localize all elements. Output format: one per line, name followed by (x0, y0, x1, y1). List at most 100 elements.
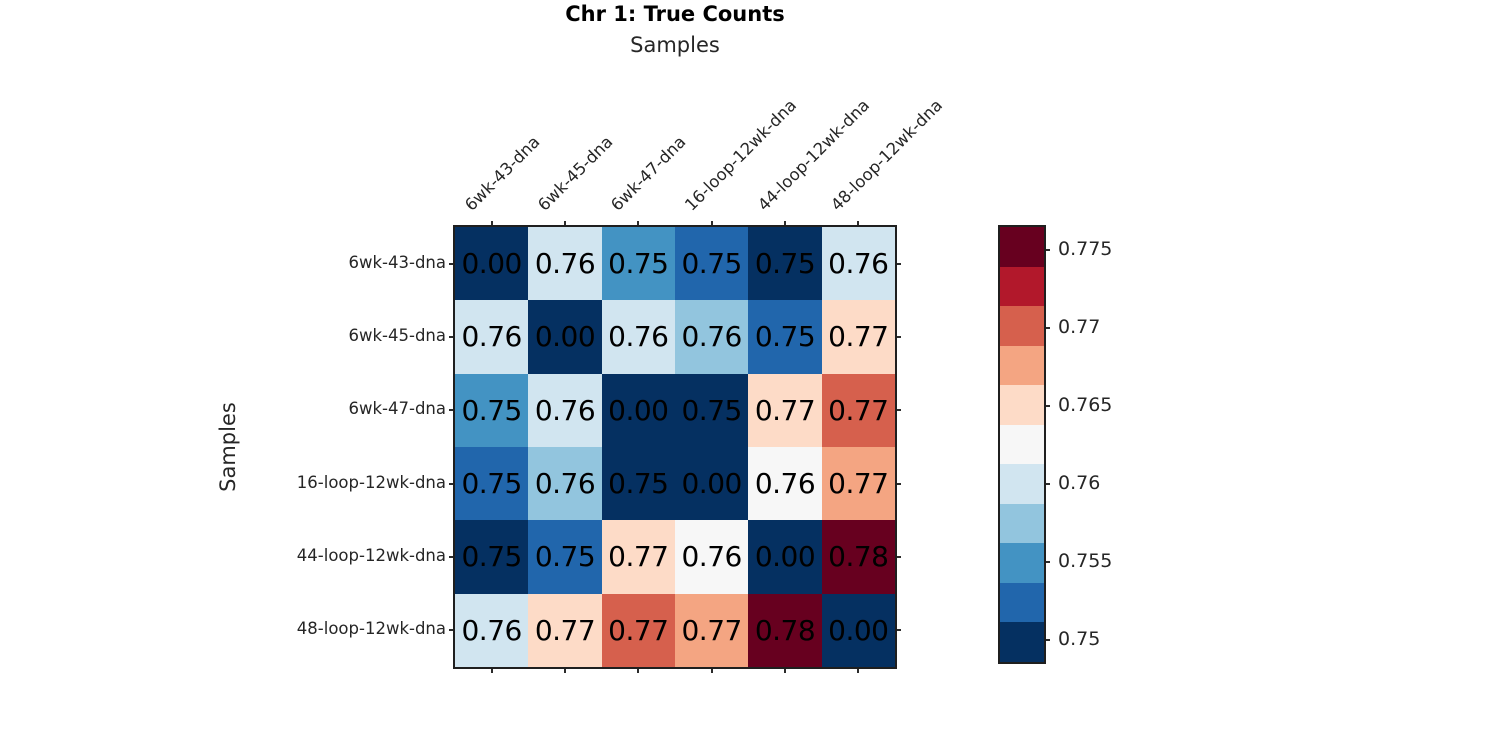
cell-value: 0.76 (534, 467, 596, 501)
heatmap-cell: 0.77 (601, 520, 675, 594)
colorbar-band (1000, 582, 1044, 623)
axis-tick (857, 221, 860, 225)
cell-value: 0.75 (681, 393, 742, 427)
heatmap-cell: 0.00 (821, 593, 895, 667)
axis-tick (637, 669, 640, 673)
row-label: 6wk-45-dna (348, 326, 447, 345)
axis-tick (449, 556, 453, 558)
cell-value: 0.75 (754, 247, 816, 281)
axis-tick (897, 409, 901, 412)
cell-value: 0.00 (608, 393, 669, 427)
cell-value: 0.77 (608, 540, 669, 574)
heatmap-cell: 0.75 (601, 447, 675, 521)
axis-tick (449, 336, 453, 338)
heatmap-cell: 0.75 (748, 227, 822, 301)
axis-tick (710, 669, 713, 673)
colorbar-tick-label: 0.75 (1058, 628, 1101, 651)
heatmap-cell: 0.77 (528, 593, 602, 667)
colorbar-band (1000, 266, 1044, 307)
axis-tick (897, 556, 901, 558)
colorbar-band (1000, 385, 1044, 425)
cell-value: 0.75 (461, 540, 522, 574)
heatmap-cell: 0.77 (821, 300, 895, 374)
axis-tick (857, 669, 860, 673)
axis-tick (784, 669, 786, 673)
heatmap-cell: 0.76 (528, 373, 602, 447)
heatmap-cell: 0.76 (455, 300, 529, 374)
heatmap-cell: 0.75 (455, 373, 529, 447)
colorbar-band (1000, 543, 1044, 583)
cell-value: 0.00 (754, 540, 816, 574)
axis-tick (490, 669, 493, 673)
axis-tick (490, 221, 493, 225)
row-label: 6wk-43-dna (348, 252, 447, 272)
heatmap-cell: 0.00 (748, 520, 822, 594)
heatmap-cell: 0.76 (601, 300, 675, 374)
axis-tick (449, 262, 453, 265)
cell-value: 0.75 (608, 467, 669, 501)
colorbar-tick-label: 0.775 (1058, 238, 1113, 261)
heatmap-cell: 0.75 (528, 520, 602, 594)
axis-tick (784, 221, 786, 225)
colorbar-band (1000, 345, 1044, 386)
cell-value: 0.75 (608, 247, 669, 281)
colorbar-tick (1046, 249, 1050, 252)
axis-tick (897, 482, 901, 485)
heatmap-cell: 0.75 (675, 373, 749, 447)
col-label: 6wk-43-dna (460, 132, 544, 215)
colorbar-band (1000, 464, 1044, 504)
heatmap-cell: 0.77 (821, 447, 895, 521)
heatmap-cell: 0.76 (821, 227, 895, 301)
cell-value: 0.76 (534, 247, 596, 281)
row-label: 6wk-47-dna (348, 399, 447, 419)
cell-value: 0.75 (534, 540, 596, 574)
cell-value: 0.78 (754, 613, 816, 647)
cell-value: 0.75 (681, 247, 742, 281)
colorbar-band (1000, 622, 1044, 663)
cell-value: 0.77 (608, 613, 669, 647)
heatmap-cell: 0.77 (601, 593, 675, 667)
cell-value: 0.75 (461, 393, 522, 427)
heatmap-cell: 0.75 (748, 300, 822, 374)
cell-value: 0.76 (461, 613, 522, 647)
heatmap-cell: 0.00 (601, 373, 675, 447)
colorbar-tick-label: 0.77 (1058, 316, 1101, 339)
heatmap-cell: 0.75 (455, 520, 529, 594)
heatmap-grid: 0.00 0.76 0.75 0.75 0.75 0.76 0.76 0.00 0.76 0.76… (453, 225, 897, 669)
axis-tick (637, 221, 640, 225)
heatmap-cell: 0.77 (821, 373, 895, 447)
colorbar-band (1000, 503, 1044, 544)
axis-tick (897, 629, 901, 632)
row-label: 44-loop-12wk-dna (296, 546, 446, 565)
cell-value: 0.76 (681, 320, 742, 354)
heatmap-cell: 0.77 (748, 373, 822, 447)
colorbar-tick (1046, 639, 1050, 642)
heatmap-cell: 0.75 (601, 227, 675, 301)
colorbar-band (1000, 306, 1044, 346)
chart-title: Chr 1: True Counts (565, 2, 785, 26)
axis-tick (710, 221, 713, 225)
colorbar-tick (1046, 327, 1050, 330)
cell-value: 0.77 (681, 613, 742, 647)
cell-value: 0.00 (534, 320, 596, 354)
colorbar (998, 225, 1046, 664)
cell-value: 0.78 (828, 540, 889, 574)
heatmap-cell: 0.75 (675, 227, 749, 301)
x-axis-label: Samples (630, 33, 720, 57)
colorbar-tick (1046, 405, 1050, 408)
heatmap-cell: 0.76 (455, 593, 529, 667)
cell-value: 0.00 (681, 467, 742, 501)
colorbar-band (1000, 227, 1044, 267)
axis-tick (449, 482, 453, 485)
heatmap-cell: 0.76 (528, 447, 602, 521)
cell-value: 0.00 (461, 247, 522, 281)
heatmap-cell: 0.00 (528, 300, 602, 374)
heatmap-cell: 0.76 (528, 227, 602, 301)
colorbar-tick-label: 0.755 (1058, 550, 1113, 573)
heatmap-cell: 0.75 (455, 447, 529, 521)
col-label: 6wk-45-dna (534, 132, 617, 215)
colorbar-tick (1046, 483, 1050, 486)
heatmap-cell: 0.76 (675, 300, 749, 374)
heatmap-cell: 0.76 (675, 520, 749, 594)
